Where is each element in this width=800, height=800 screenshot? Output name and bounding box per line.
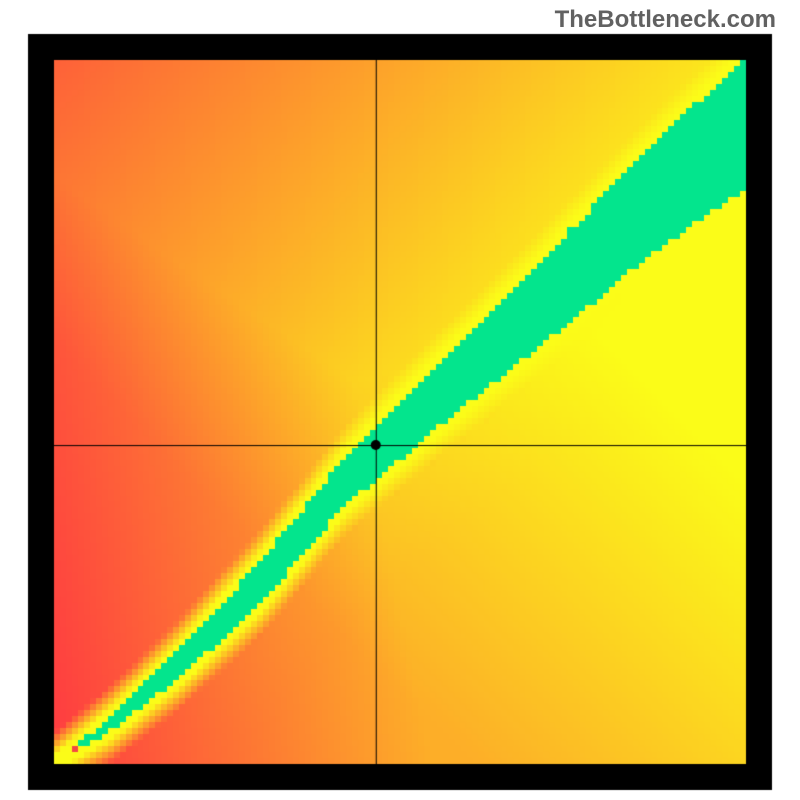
chart-container: { "watermark": { "text": "TheBottleneck.…: [0, 0, 800, 800]
bottleneck-heatmap: [0, 0, 800, 800]
watermark-text: TheBottleneck.com: [555, 6, 776, 34]
